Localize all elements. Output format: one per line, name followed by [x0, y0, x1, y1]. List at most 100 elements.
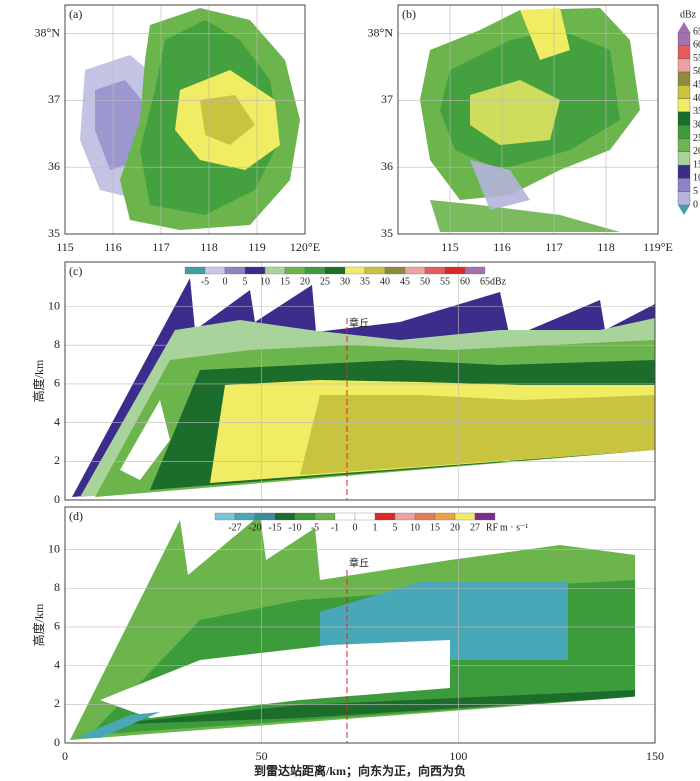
y-tick-label: 2: [54, 453, 60, 467]
colorbar-bin: [444, 266, 466, 275]
colorbar-bin: [364, 266, 386, 275]
y-tick-label: 36: [48, 159, 60, 173]
echo-area: [470, 160, 530, 210]
y-axis-label: 高度/km: [31, 603, 46, 646]
y-tick-label: 35: [48, 226, 60, 240]
map-b-imagery: [420, 8, 640, 232]
y-tick-label: 36: [381, 159, 393, 173]
colorbar-label: -5: [311, 522, 319, 533]
x-tick-label: 116: [104, 240, 122, 254]
colorbar-label: 65: [480, 276, 490, 287]
echo-area: [320, 582, 568, 660]
colorbar-bin: [224, 266, 246, 275]
colorbar-unit: m · s⁻¹: [500, 522, 528, 533]
colorbar-bin: [234, 512, 256, 521]
colorbar-label: 20: [450, 522, 460, 533]
colorbar-label: 30: [693, 119, 700, 130]
x-axis-label: 到雷达站距离/km；向东为正，向西为负: [254, 763, 466, 778]
y-tick-label: 8: [54, 337, 60, 351]
colorbar-bin: [314, 512, 336, 521]
echo-area: [65, 695, 655, 743]
x-tick-label: 0: [62, 749, 68, 763]
colorbar-label: -20: [248, 522, 261, 533]
y-tick-label: 38°N: [368, 25, 394, 39]
colorbar-bin: [474, 512, 496, 521]
panel-label: (b): [402, 7, 416, 21]
echo-area: [120, 400, 170, 480]
colorbar-rf-label: RF: [486, 522, 499, 533]
colorbar-label: 20: [300, 276, 310, 287]
x-tick-label: 150: [646, 749, 664, 763]
y-tick-label: 10: [48, 541, 60, 555]
colorbar-label: 65: [693, 26, 700, 37]
echo-area: [470, 80, 560, 145]
colorbar-label: 5: [243, 276, 248, 287]
colorbar-bin: [677, 111, 691, 126]
colorbar-label: 5: [693, 186, 698, 197]
colorbar-label: 30: [340, 276, 350, 287]
colorbar-label: 10: [410, 522, 420, 533]
x-tick-label: 115: [56, 240, 74, 254]
site-annotation: 章丘: [349, 556, 369, 569]
colorbar-arrow: [678, 205, 690, 215]
y-tick-label: 37: [381, 92, 393, 106]
x-tick-label: 118: [200, 240, 218, 254]
colorbar-bin: [424, 266, 446, 275]
panel-label: (d): [69, 509, 83, 523]
y-tick-label: 4: [54, 414, 60, 428]
x-tick-label: 119°E: [643, 240, 673, 254]
colorbar-bin: [677, 98, 691, 112]
colorbar-label: 50: [693, 66, 700, 77]
colorbar-label: -15: [268, 522, 281, 533]
y-tick-label: 2: [54, 696, 60, 710]
colorbar-bin: [677, 178, 691, 192]
x-tick-label: 120°E: [290, 240, 320, 254]
colorbar-label: 50: [420, 276, 430, 287]
colorbar-bin: [677, 85, 691, 99]
colorbar-label: -27: [228, 522, 241, 533]
colorbar-bin: [394, 512, 416, 521]
colorbar-bin: [454, 512, 476, 521]
colorbar-label: 10: [693, 173, 700, 184]
y-tick-label: 4: [54, 657, 60, 671]
colorbar-label: 40: [693, 93, 700, 104]
panel-frame: [64, 4, 306, 235]
y-tick-label: 0: [54, 735, 60, 749]
section-c-imagery: [65, 278, 655, 500]
panel-label: (c): [69, 264, 82, 278]
y-tick-label: 6: [54, 619, 60, 633]
colorbar-label: 0: [223, 276, 228, 287]
colorbar-label: 25: [693, 133, 700, 144]
colorbar-bin: [334, 512, 356, 521]
colorbar-bin: [324, 266, 346, 275]
panel-frame: [64, 506, 656, 744]
colorbar-unit: dBz: [490, 276, 507, 287]
colorbar-bin: [254, 512, 276, 521]
colorbar-label: -10: [288, 522, 301, 533]
echo-area: [430, 200, 620, 232]
x-tick-label: 50: [256, 749, 268, 763]
colorbar-bin: [464, 266, 486, 275]
colorbar-label: 40: [380, 276, 390, 287]
colorbar-label: 27: [470, 522, 480, 533]
panel-frame: [397, 4, 659, 235]
colorbar-label: 45: [693, 80, 700, 91]
colorbar-bin: [274, 512, 296, 521]
colorbar-bin: [184, 266, 206, 275]
colorbar-label: 10: [260, 276, 270, 287]
colorbar-bin: [344, 266, 366, 275]
colorbar-label: -1: [331, 522, 339, 533]
y-tick-label: 0: [54, 492, 60, 506]
colorbar-label: 20: [693, 146, 700, 157]
y-tick-label: 38°N: [35, 25, 61, 39]
colorbar-label: 25: [320, 276, 330, 287]
colorbar-label: 1: [373, 522, 378, 533]
colorbar-bin: [677, 71, 691, 86]
echo-area: [75, 712, 160, 738]
colorbar-bin: [434, 512, 456, 521]
colorbar-bin: [414, 512, 436, 521]
colorbar-label: 0: [693, 199, 698, 210]
radar-imagery: [65, 8, 655, 743]
section-d-imagery: [65, 515, 655, 743]
